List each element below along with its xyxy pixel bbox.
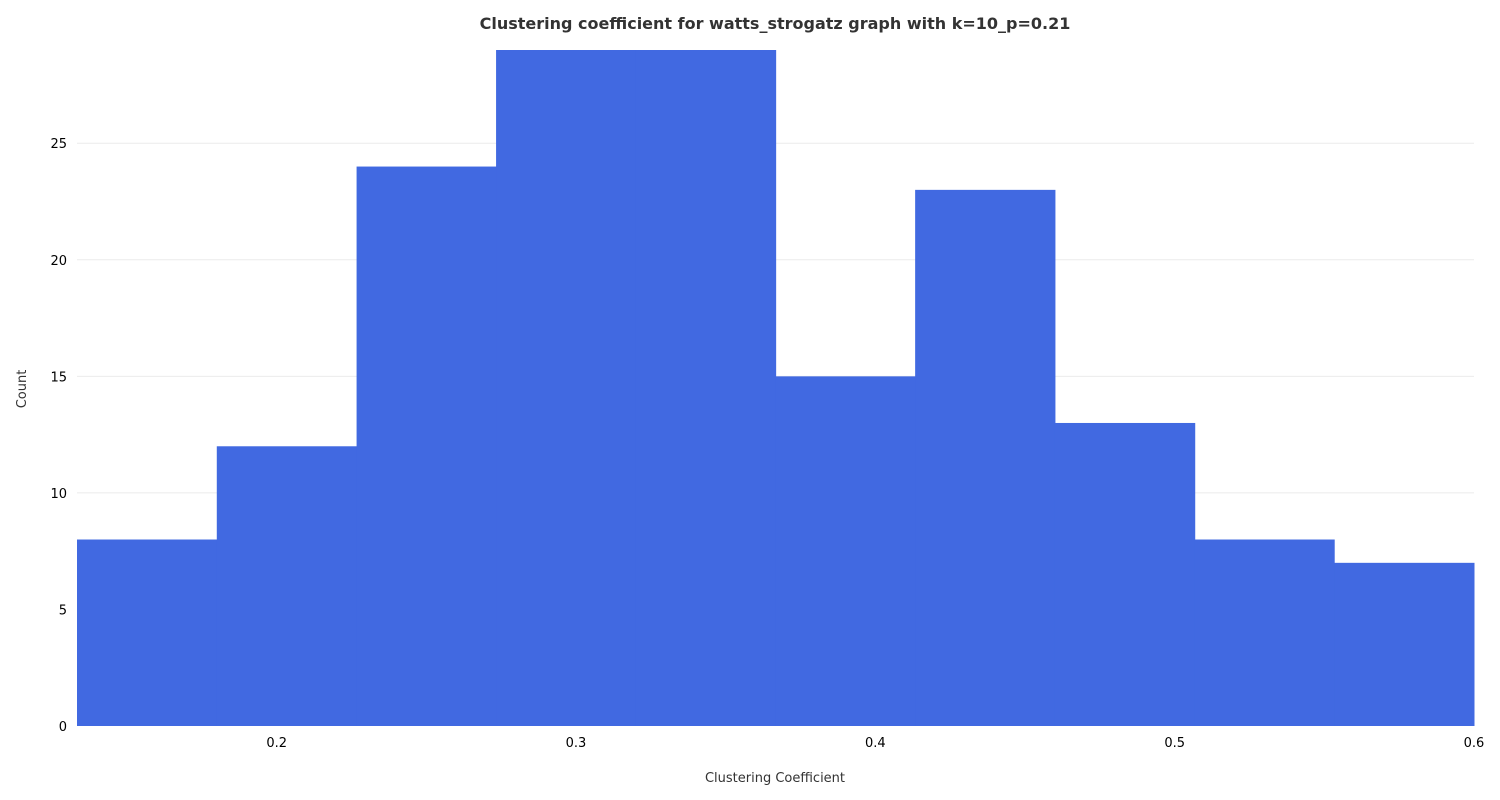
x-tick-label: 0.2 bbox=[266, 736, 287, 751]
y-tick-label: 0 bbox=[59, 720, 67, 735]
chart-title: Clustering coefficient for watts_strogat… bbox=[480, 14, 1071, 33]
histogram-bar bbox=[635, 50, 777, 726]
y-tick-labels: 0 5 10 15 20 25 bbox=[50, 137, 67, 735]
x-tick-label: 0.4 bbox=[865, 736, 886, 751]
histogram-bar bbox=[356, 166, 497, 726]
x-tick-label: 0.5 bbox=[1164, 736, 1185, 751]
histogram-bar bbox=[775, 376, 916, 726]
histogram-bar bbox=[496, 50, 637, 726]
histogram-bar bbox=[915, 189, 1056, 727]
histogram-bar bbox=[77, 539, 218, 726]
x-tick-label: 0.6 bbox=[1464, 736, 1485, 751]
y-tick-label: 5 bbox=[59, 603, 67, 618]
y-tick-label: 20 bbox=[50, 254, 67, 269]
y-tick-label: 25 bbox=[50, 137, 67, 152]
bars-layer bbox=[77, 50, 1475, 727]
histogram-bar bbox=[1054, 422, 1196, 726]
x-tick-labels: 0.2 0.3 0.4 0.5 0.6 bbox=[266, 736, 1484, 751]
x-tick-label: 0.3 bbox=[566, 736, 587, 751]
histogram-bar bbox=[216, 446, 358, 726]
histogram-bar bbox=[1194, 539, 1335, 726]
y-axis-label: Count bbox=[15, 370, 30, 409]
y-tick-label: 10 bbox=[50, 487, 67, 502]
histogram-bar bbox=[1334, 562, 1475, 726]
x-axis-label: Clustering Coefficient bbox=[705, 771, 845, 786]
y-tick-label: 15 bbox=[50, 370, 67, 385]
